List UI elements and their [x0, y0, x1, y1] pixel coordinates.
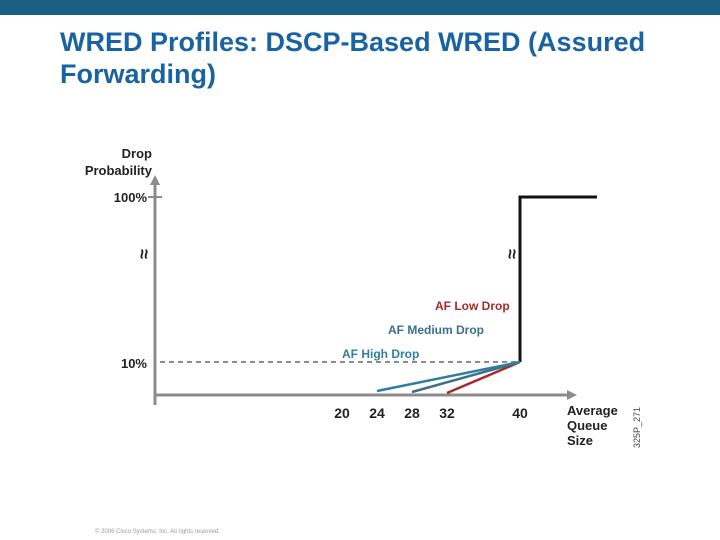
y-tick-label-10: 10% [121, 356, 147, 371]
series-label-af-medium-drop: AF Medium Drop [388, 323, 484, 337]
x-tick-label-28: 28 [404, 405, 420, 421]
series-line-af-high-drop [376, 360, 521, 393]
tail-drop-line [518, 195, 597, 362]
x-axis-label-line-3: Size [567, 433, 593, 448]
y-tick-label-100: 100% [114, 190, 148, 205]
copyright-footer: © 2006 Cisco Systems, Inc. All rights re… [95, 529, 220, 535]
series-line-af-low-drop [446, 360, 521, 395]
axis-break-drop-line: ≈ [502, 249, 522, 259]
x-tick-label-24: 24 [369, 405, 385, 421]
figure-code: 325P_271 [632, 407, 642, 448]
top-bar [0, 0, 720, 15]
x-axis-label-line-2: Queue [567, 418, 607, 433]
x-tick-label-40: 40 [512, 405, 528, 421]
axis-break-y: ≈ [134, 249, 154, 259]
series-line-af-medium-drop [411, 360, 521, 394]
series-label-af-low-drop: AF Low Drop [435, 299, 510, 313]
series-label-af-high-drop: AF High Drop [342, 347, 419, 361]
x-axis-label-line-1: Average [567, 403, 618, 418]
slide-title: WRED Profiles: DSCP-Based WRED (Assured … [60, 27, 646, 89]
y-axis-label-line-1: Drop [122, 146, 152, 161]
x-tick-label-20: 20 [334, 405, 350, 421]
y-axis-label-line-2: Probability [85, 163, 153, 178]
x-tick-label-32: 32 [439, 405, 455, 421]
